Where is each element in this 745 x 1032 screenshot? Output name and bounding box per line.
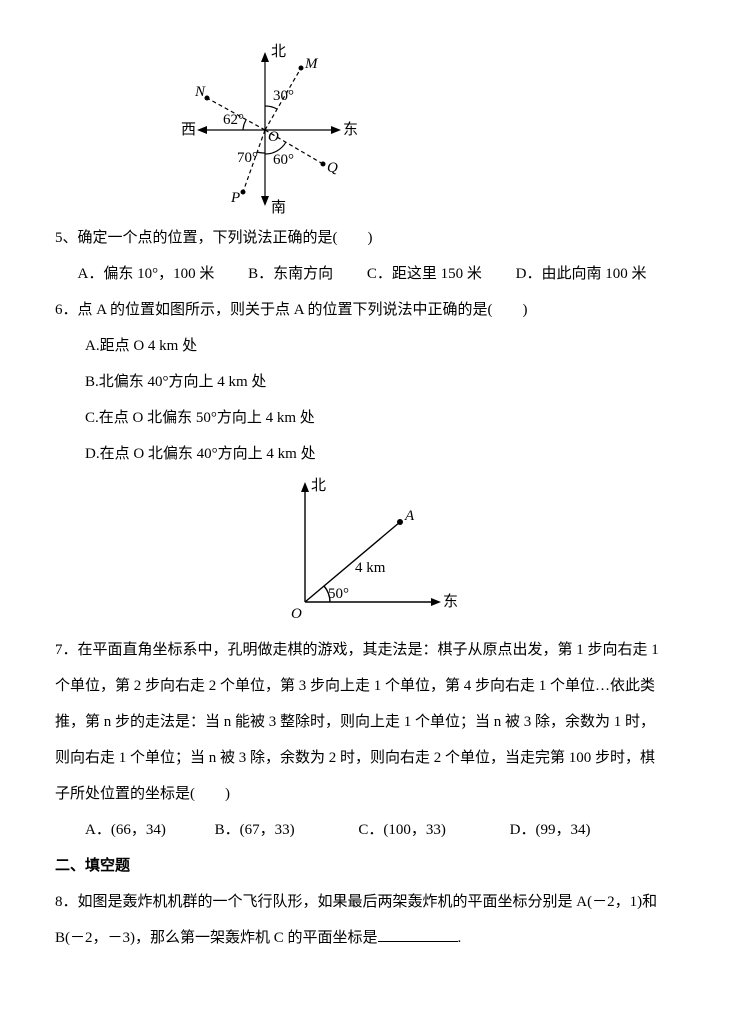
q5-options: A．偏东 10°，100 米 B．东南方向 C．距这里 150 米 D．由此向南…	[55, 256, 690, 292]
diagram-q6: 北 东 O A 4 km 50°	[255, 472, 690, 632]
q8-l2b: .	[458, 930, 462, 946]
label-O: O	[268, 129, 279, 145]
label-west: 西	[181, 122, 196, 138]
q6-A: A.距点 O 4 km 处	[55, 328, 690, 364]
angle-30: 30°	[273, 88, 294, 104]
blank-fill	[378, 928, 458, 943]
label-M: M	[304, 56, 319, 72]
d6-north: 北	[311, 477, 326, 494]
label-N: N	[194, 84, 206, 100]
diagram-q5: 北 南 东 西 M N O P Q 30° 62° 70° 60°	[165, 40, 690, 220]
q6-D: D.在点 O 北偏东 40°方向上 4 km 处	[55, 436, 690, 472]
q8-l2a: B(－2，－3)，那么第一架轰炸机 C 的平面坐标是	[55, 930, 378, 946]
q7-l4: 则向右走 1 个单位；当 n 被 3 除，余数为 2 时，则向右走 2 个单位，…	[55, 740, 690, 776]
q6-C: C.在点 O 北偏东 50°方向上 4 km 处	[55, 400, 690, 436]
d6-dist: 4 km	[355, 560, 386, 576]
q5-B: B．东南方向	[248, 266, 333, 282]
d6-east: 东	[443, 593, 458, 610]
section-2: 二、填空题	[55, 848, 690, 884]
q7-A: A．(66，34)	[85, 822, 166, 838]
q6-B: B.北偏东 40°方向上 4 km 处	[55, 364, 690, 400]
angle-70: 70°	[237, 150, 258, 166]
q5-text: 5、确定一个点的位置，下列说法正确的是( )	[55, 220, 690, 256]
q7-C: C．(100，33)	[358, 822, 446, 838]
d6-O: O	[291, 606, 302, 622]
label-east: 东	[343, 121, 358, 138]
label-north: 北	[271, 43, 286, 60]
angle-62: 62°	[223, 112, 244, 128]
angle-60: 60°	[273, 152, 294, 168]
q6-text: 6．点 A 的位置如图所示，则关于点 A 的位置下列说法中正确的是( )	[55, 292, 690, 328]
q7-D: D．(99，34)	[510, 822, 591, 838]
q8-l2: B(－2，－3)，那么第一架轰炸机 C 的平面坐标是.	[55, 920, 690, 956]
label-P: P	[230, 190, 240, 206]
d6-ang: 50°	[328, 586, 349, 602]
angle-diagram: 北 东 O A 4 km 50°	[255, 472, 465, 632]
d6-A: A	[404, 508, 415, 524]
label-south: 南	[271, 199, 286, 216]
q7-l3: 推，第 n 步的走法是：当 n 能被 3 整除时，则向上走 1 个单位；当 n …	[55, 704, 690, 740]
compass-diagram: 北 南 东 西 M N O P Q 30° 62° 70° 60°	[165, 40, 365, 220]
q7-l5: 子所处位置的坐标是( )	[55, 776, 690, 812]
q8-l1: 8．如图是轰炸机机群的一个飞行队形，如果最后两架轰炸机的平面坐标分别是 A(－2…	[55, 884, 690, 920]
q5-D: D．由此向南 100 米	[516, 266, 647, 282]
q7-l2: 个单位，第 2 步向右走 2 个单位，第 3 步向上走 1 个单位，第 4 步向…	[55, 668, 690, 704]
q7-options: A．(66，34) B．(67，33) C．(100，33) D．(99，34)	[55, 812, 690, 848]
q5-A: A．偏东 10°，100 米	[78, 266, 215, 282]
q5-C: C．距这里 150 米	[367, 266, 482, 282]
label-Q: Q	[327, 160, 338, 176]
q7-B: B．(67，33)	[215, 822, 295, 838]
q7-l1: 7．在平面直角坐标系中，孔明做走棋的游戏，其走法是：棋子从原点出发，第 1 步向…	[55, 632, 690, 668]
